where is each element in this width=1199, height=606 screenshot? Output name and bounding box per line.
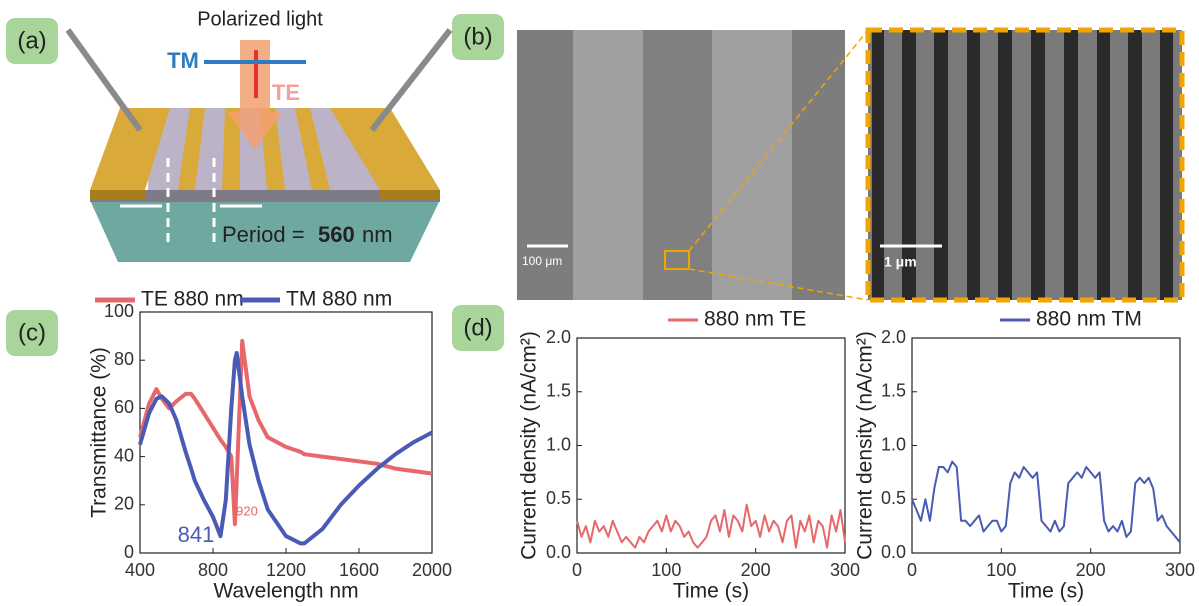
y-tick-label: 40 <box>114 445 134 465</box>
probe <box>372 30 450 130</box>
y-tick-label: 2.0 <box>881 327 906 347</box>
y-tick-label: 1.0 <box>881 434 906 454</box>
y-tick-label: 0.5 <box>546 488 571 508</box>
x-tick-label: 0 <box>907 560 917 580</box>
x-tick-label: 1600 <box>339 560 379 580</box>
sem-band <box>643 30 712 300</box>
plot-frame <box>912 338 1180 553</box>
te-label: TE <box>272 80 300 105</box>
annotation: 920 <box>236 503 258 518</box>
x-tick-label: 200 <box>741 560 771 580</box>
sem-band <box>573 30 643 300</box>
y-tick-label: 80 <box>114 349 134 369</box>
y-tick-label: 60 <box>114 397 134 417</box>
electrode-side <box>90 190 145 200</box>
plot-frame <box>140 312 432 553</box>
y-tick-label: 1.5 <box>881 381 906 401</box>
x-axis-label: Time (s) <box>1008 580 1084 603</box>
series-line <box>577 505 845 548</box>
x-tick-label: 300 <box>830 560 860 580</box>
series-line <box>140 341 432 524</box>
y-tick-label: 20 <box>114 494 134 514</box>
x-tick-label: 2000 <box>412 560 452 580</box>
legend-label: 880 nm TE <box>704 308 806 331</box>
x-tick-label: 100 <box>651 560 681 580</box>
panel-label: (c) <box>18 319 46 346</box>
x-tick-label: 1200 <box>266 560 306 580</box>
annotation: 841 <box>178 522 215 547</box>
x-tick-label: 100 <box>986 560 1016 580</box>
probe <box>68 30 140 130</box>
figure: (a) (b) (c) (d) Polarized light TM TE Pe… <box>0 0 1199 606</box>
y-tick-label: 1.0 <box>546 434 571 454</box>
x-tick-label: 0 <box>572 560 582 580</box>
panel-label: (a) <box>17 27 46 54</box>
y-tick-label: 0.0 <box>881 542 906 562</box>
sem-band <box>792 30 845 300</box>
y-axis-label: Current density (nA/cm²) <box>518 331 541 560</box>
x-tick-label: 800 <box>198 560 228 580</box>
x-tick-label: 400 <box>125 560 155 580</box>
y-tick-label: 0 <box>124 542 134 562</box>
scale-label: 1 μm <box>884 254 917 270</box>
x-axis-label: Wavelength nm <box>213 580 358 603</box>
legend-label: TE 880 nm <box>141 288 244 311</box>
micrographs: 100 μm 1 μm <box>517 30 1182 300</box>
period-value: 560 <box>318 222 355 247</box>
y-tick-label: 0.5 <box>881 488 906 508</box>
y-axis-label: Transmittance (%) <box>88 347 111 518</box>
panel-label: (d) <box>463 314 492 341</box>
x-tick-label: 300 <box>1165 560 1195 580</box>
panel-label: (b) <box>463 23 492 50</box>
legend-label: TM 880 nm <box>286 288 392 311</box>
period-prefix: Period = <box>222 222 305 247</box>
legend-label: 880 nm TM <box>1036 308 1142 331</box>
device-diagram: Polarized light TM TE Period = 560 nm <box>68 8 450 262</box>
y-tick-label: 2.0 <box>546 327 571 347</box>
y-tick-label: 1.5 <box>546 381 571 401</box>
y-tick-label: 0.0 <box>546 542 571 562</box>
tm-label: TM <box>167 48 199 73</box>
y-axis-label: Current density (nA/cm²) <box>854 331 877 560</box>
x-axis-label: Time (s) <box>673 580 749 603</box>
sem-band <box>712 30 792 300</box>
x-tick-label: 200 <box>1076 560 1106 580</box>
light-label: Polarized light <box>197 8 323 30</box>
y-tick-label: 100 <box>104 301 134 321</box>
period-unit: nm <box>362 222 393 247</box>
electrode-side <box>380 190 440 200</box>
series-line <box>912 462 1180 543</box>
scale-label: 100 μm <box>522 254 562 268</box>
